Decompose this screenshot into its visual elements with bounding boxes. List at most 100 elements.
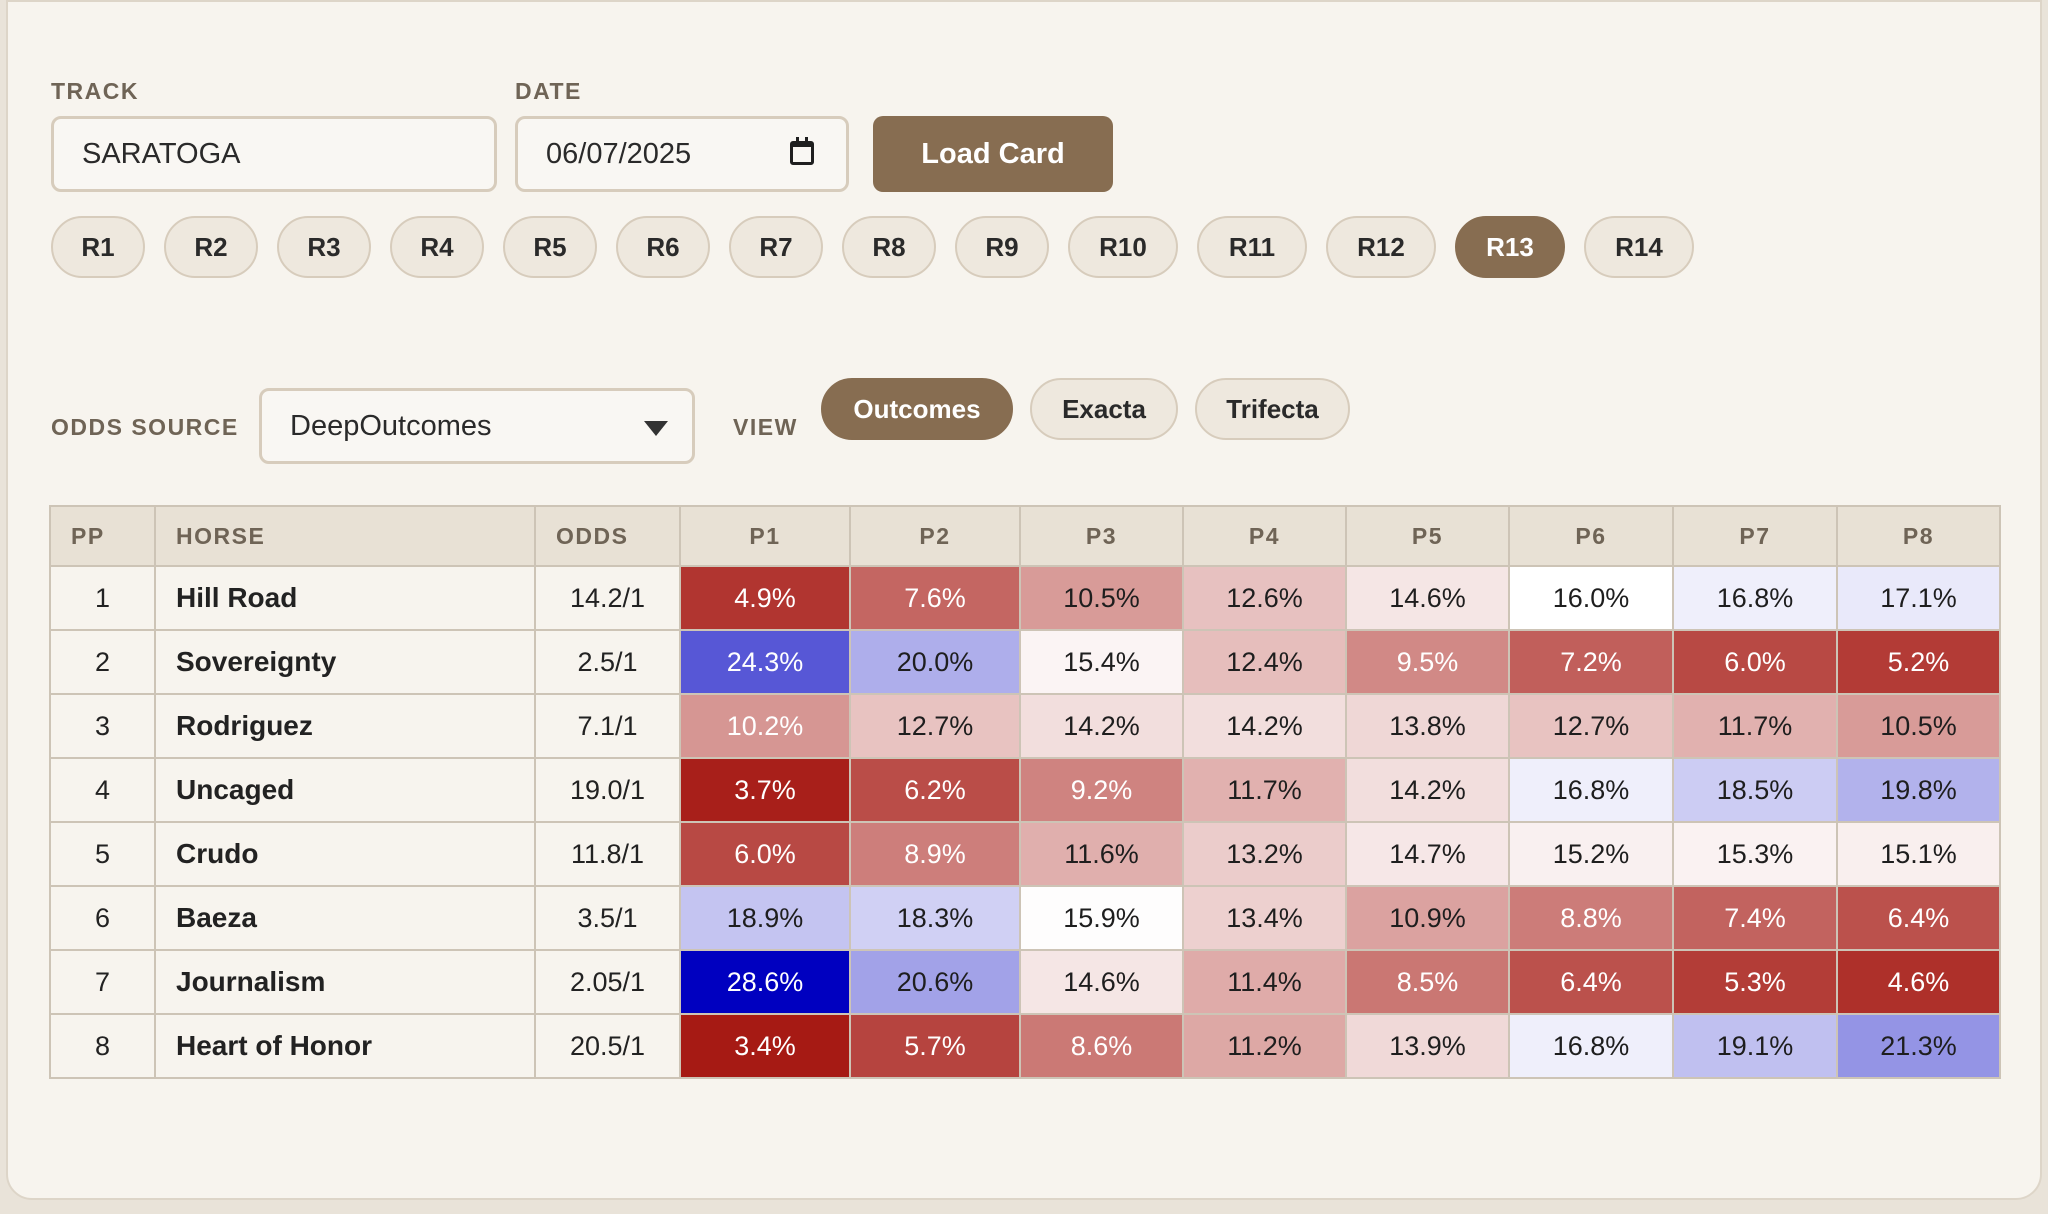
cell-prob-p6: 16.8% (1508, 757, 1674, 823)
cell-prob-p4: 11.2% (1182, 1013, 1347, 1079)
cell-prob-p7: 6.0% (1672, 629, 1838, 695)
cell-odds: 20.5/1 (534, 1013, 681, 1079)
cell-prob-p8: 21.3% (1836, 1013, 2001, 1079)
cell-prob-p4: 13.4% (1182, 885, 1347, 951)
table-row[interactable]: 1 Hill Road 14.2/1 4.9% 7.6% 10.5% 12.6% 14.6% 1… (49, 565, 2001, 631)
table-row[interactable]: 8 Heart of Honor 20.5/1 3.4% 5.7% 8.6% 11.2% 13… (49, 1013, 2001, 1079)
cell-prob-p7: 18.5% (1672, 757, 1838, 823)
odds-source-select[interactable]: DeepOutcomes (259, 388, 695, 464)
cell-horse: Baeza (154, 885, 536, 951)
view-tab-exacta[interactable]: Exacta (1030, 378, 1178, 440)
col-header-odds[interactable]: ODDS (534, 505, 681, 567)
cell-pp: 5 (49, 821, 156, 887)
cell-prob-p5: 13.8% (1345, 693, 1510, 759)
date-input-value: 06/07/2025 (546, 137, 692, 170)
cell-odds: 3.5/1 (534, 885, 681, 951)
view-tab-outcomes[interactable]: Outcomes (821, 378, 1013, 440)
cell-horse: Crudo (154, 821, 536, 887)
cell-horse: Hill Road (154, 565, 536, 631)
col-header-p2[interactable]: P2 (849, 505, 1021, 567)
cell-prob-p5: 14.2% (1345, 757, 1510, 823)
cell-odds: 2.5/1 (534, 629, 681, 695)
race-tab-r5[interactable]: R5 (503, 216, 597, 278)
col-header-p5[interactable]: P5 (1345, 505, 1510, 567)
cell-prob-p4: 11.7% (1182, 757, 1347, 823)
table-row[interactable]: 2 Sovereignty 2.5/1 24.3% 20.0% 15.4% 12.4% 9.5… (49, 629, 2001, 695)
odds-source-label: ODDS SOURCE (51, 414, 239, 440)
cell-prob-p5: 9.5% (1345, 629, 1510, 695)
cell-prob-p7: 5.3% (1672, 949, 1838, 1015)
cell-prob-p3: 15.4% (1019, 629, 1184, 695)
cell-prob-p2: 6.2% (849, 757, 1021, 823)
race-tab-r2[interactable]: R2 (164, 216, 258, 278)
cell-prob-p8: 6.4% (1836, 885, 2001, 951)
cell-prob-p3: 10.5% (1019, 565, 1184, 631)
col-header-p3[interactable]: P3 (1019, 505, 1184, 567)
race-tab-r12[interactable]: R12 (1326, 216, 1436, 278)
cell-prob-p3: 8.6% (1019, 1013, 1184, 1079)
cell-prob-p6: 16.8% (1508, 1013, 1674, 1079)
view-tab-trifecta[interactable]: Trifecta (1195, 378, 1350, 440)
col-header-p7[interactable]: P7 (1672, 505, 1838, 567)
race-tab-r9[interactable]: R9 (955, 216, 1049, 278)
race-tab-r14[interactable]: R14 (1584, 216, 1694, 278)
cell-pp: 8 (49, 1013, 156, 1079)
date-label: DATE (515, 78, 582, 104)
cell-prob-p7: 15.3% (1672, 821, 1838, 887)
cell-odds: 19.0/1 (534, 757, 681, 823)
col-header-p6[interactable]: P6 (1508, 505, 1674, 567)
col-header-p1[interactable]: P1 (679, 505, 851, 567)
odds-source-value: DeepOutcomes (290, 409, 492, 442)
cell-horse: Sovereignty (154, 629, 536, 695)
cell-prob-p5: 10.9% (1345, 885, 1510, 951)
cell-prob-p8: 10.5% (1836, 693, 2001, 759)
race-tab-r8[interactable]: R8 (842, 216, 936, 278)
track-label: TRACK (51, 78, 139, 104)
col-header-p4[interactable]: P4 (1182, 505, 1347, 567)
cell-prob-p7: 7.4% (1672, 885, 1838, 951)
cell-horse: Journalism (154, 949, 536, 1015)
cell-prob-p3: 11.6% (1019, 821, 1184, 887)
cell-pp: 1 (49, 565, 156, 631)
race-tab-r7[interactable]: R7 (729, 216, 823, 278)
track-input-value: SARATOGA (82, 137, 241, 170)
cell-prob-p3: 14.6% (1019, 949, 1184, 1015)
cell-prob-p2: 8.9% (849, 821, 1021, 887)
race-tab-r10[interactable]: R10 (1068, 216, 1178, 278)
cell-pp: 4 (49, 757, 156, 823)
cell-prob-p5: 8.5% (1345, 949, 1510, 1015)
cell-pp: 2 (49, 629, 156, 695)
cell-prob-p6: 15.2% (1508, 821, 1674, 887)
race-tab-r3[interactable]: R3 (277, 216, 371, 278)
cell-prob-p4: 12.4% (1182, 629, 1347, 695)
race-tab-r13[interactable]: R13 (1455, 216, 1565, 278)
race-tab-r6[interactable]: R6 (616, 216, 710, 278)
cell-prob-p7: 19.1% (1672, 1013, 1838, 1079)
race-tab-r4[interactable]: R4 (390, 216, 484, 278)
cell-odds: 14.2/1 (534, 565, 681, 631)
cell-pp: 7 (49, 949, 156, 1015)
race-tab-r11[interactable]: R11 (1197, 216, 1307, 278)
table-row[interactable]: 6 Baeza 3.5/1 18.9% 18.3% 15.9% 13.4% 10.9% 8.8%… (49, 885, 2001, 951)
calendar-icon[interactable] (790, 137, 814, 165)
cell-prob-p6: 16.0% (1508, 565, 1674, 631)
track-input[interactable]: SARATOGA (51, 116, 497, 192)
cell-prob-p1: 4.9% (679, 565, 851, 631)
table-row[interactable]: 5 Crudo 11.8/1 6.0% 8.9% 11.6% 13.2% 14.7% 15.2%… (49, 821, 2001, 887)
col-header-p8[interactable]: P8 (1836, 505, 2001, 567)
cell-prob-p7: 11.7% (1672, 693, 1838, 759)
date-input[interactable]: 06/07/2025 (515, 116, 849, 192)
cell-prob-p5: 14.6% (1345, 565, 1510, 631)
race-tab-r1[interactable]: R1 (51, 216, 145, 278)
table-row[interactable]: 7 Journalism 2.05/1 28.6% 20.6% 14.6% 11.4% 8.5… (49, 949, 2001, 1015)
cell-prob-p4: 13.2% (1182, 821, 1347, 887)
load-card-button[interactable]: Load Card (873, 116, 1113, 192)
cell-prob-p5: 13.9% (1345, 1013, 1510, 1079)
cell-prob-p3: 14.2% (1019, 693, 1184, 759)
col-header-pp[interactable]: PP (49, 505, 156, 567)
table-row[interactable]: 3 Rodriguez 7.1/1 10.2% 12.7% 14.2% 14.2% 13.8%… (49, 693, 2001, 759)
cell-prob-p2: 20.0% (849, 629, 1021, 695)
table-row[interactable]: 4 Uncaged 19.0/1 3.7% 6.2% 9.2% 11.7% 14.2% 16.8… (49, 757, 2001, 823)
col-header-horse[interactable]: HORSE (154, 505, 536, 567)
